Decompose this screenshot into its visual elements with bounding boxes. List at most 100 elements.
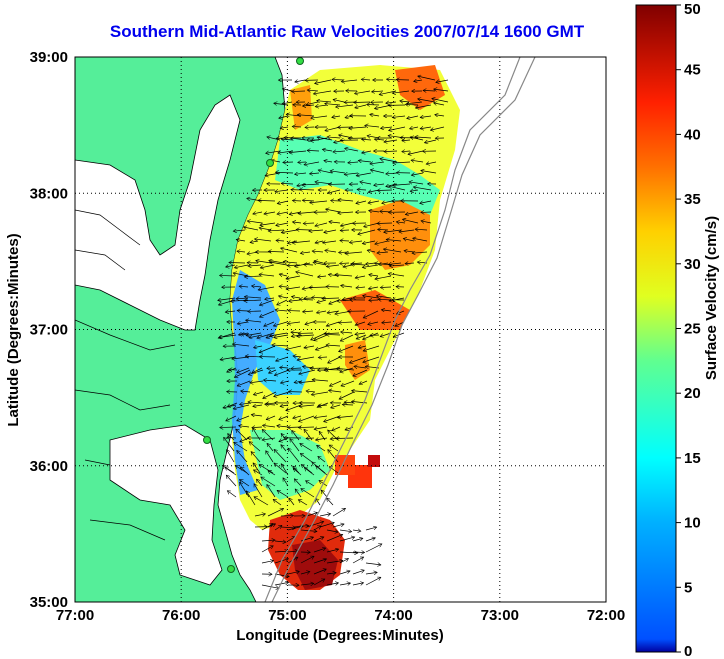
velocity-arrow <box>260 264 275 268</box>
velocity-arrow <box>246 491 256 506</box>
velocity-arrow <box>298 212 315 214</box>
velocity-arrow <box>304 161 320 165</box>
velocity-arrow <box>339 583 350 585</box>
velocity-arrow <box>292 222 302 223</box>
velocity-arrow <box>244 276 262 277</box>
velocity-arrow <box>268 369 277 373</box>
velocity-arrow <box>306 391 316 392</box>
velocity-arrow <box>226 415 237 421</box>
velocity-arrow <box>261 524 273 531</box>
velocity-arrow <box>310 201 328 203</box>
velocity-arrow <box>336 438 354 439</box>
y-axis-ticks: 35:00 36:00 37:00 38:00 39:00 <box>30 49 68 611</box>
velocity-arrow <box>402 219 419 224</box>
velocity-arrow <box>384 140 398 142</box>
velocity-arrow <box>237 380 251 386</box>
velocity-arrow <box>382 201 393 203</box>
velocity-arrow <box>219 334 237 338</box>
velocity-arrow <box>368 201 380 203</box>
velocity-arrow <box>248 265 262 266</box>
velocity-arrow <box>329 445 339 452</box>
velocity-arrow <box>328 430 339 441</box>
velocity-arrow <box>340 230 350 231</box>
y-axis-label: Latitude (Degrees:Minutes) <box>5 233 22 426</box>
velocity-arrow <box>297 356 315 360</box>
colorbar-tick-label: 0 <box>684 643 692 659</box>
velocity-arrow <box>309 287 327 288</box>
velocity-arrow <box>369 275 379 276</box>
velocity-arrow <box>386 239 402 241</box>
velocity-arrow <box>392 90 410 93</box>
velocity-arrow <box>309 173 320 174</box>
velocity-arrow <box>218 297 236 300</box>
velocity-arrow <box>288 448 300 463</box>
velocity-arrow <box>420 201 432 203</box>
velocity-arrow <box>316 311 327 313</box>
velocity-arrow <box>275 172 294 173</box>
velocity-arrow <box>384 229 402 232</box>
velocity-arrow <box>408 150 424 154</box>
velocity-arrow <box>412 252 428 253</box>
colorbar-tick-label: 10 <box>684 515 701 532</box>
velocity-arrow <box>354 366 367 368</box>
velocity-arrow <box>272 345 289 346</box>
chesapeake-bay <box>75 94 241 331</box>
velocity-arrow <box>267 137 281 141</box>
velocity-arrow <box>420 116 432 117</box>
velocity-arrow <box>273 499 282 506</box>
velocity-arrow <box>339 571 350 575</box>
velocity-arrow <box>274 551 288 552</box>
velocity-arrow <box>234 264 249 268</box>
velocity-arrow <box>277 299 288 305</box>
velocity-arrow <box>300 252 311 253</box>
velocity-arrow <box>402 140 411 141</box>
velocity-arrow <box>267 484 276 498</box>
velocity-arrow <box>301 488 315 498</box>
velocity-arrow <box>382 322 392 323</box>
velocity-arrow <box>407 115 419 118</box>
velocity-arrow <box>361 79 371 80</box>
velocity-arrow <box>312 251 324 252</box>
velocity-arrow <box>430 126 445 130</box>
velocity-arrow <box>426 162 437 164</box>
velocity-arrow <box>378 299 392 300</box>
velocity-arrow <box>345 148 359 152</box>
velocity-arrow <box>411 160 424 162</box>
velocity-arrow <box>234 369 251 377</box>
velocity-arrow <box>365 572 377 574</box>
velocity-arrow <box>265 404 276 405</box>
velocity-arrow <box>219 275 236 276</box>
x-tick-label: 73:00 <box>481 607 519 624</box>
velocity-arrow <box>418 76 436 81</box>
velocity-arrow <box>259 310 275 317</box>
velocity-arrow <box>327 311 340 313</box>
velocity-arrow <box>402 151 411 152</box>
velocity-arrow <box>328 390 342 392</box>
x-tick-label: 74:00 <box>374 607 412 624</box>
velocity-arrow <box>306 522 324 528</box>
velocity-arrow <box>274 449 287 463</box>
velocity-arrow <box>326 561 343 564</box>
velocity-arrow <box>236 429 248 441</box>
colorbar-tick-label: 50 <box>684 1 701 18</box>
velocity-arrow <box>434 89 449 91</box>
velocity-arrow <box>263 380 277 381</box>
velocity-arrow <box>302 105 315 106</box>
velocity-arrow <box>358 161 372 162</box>
velocity-arrow <box>368 322 379 324</box>
velocity-arrow <box>303 223 315 224</box>
velocity-arrow <box>406 102 423 104</box>
velocity-arrow <box>368 287 379 289</box>
velocity-arrow <box>298 499 308 506</box>
velocity-arrow <box>306 512 317 517</box>
plot-frame <box>74 56 607 603</box>
velocity-arrow <box>252 428 261 441</box>
bathymetry-contour <box>271 57 536 602</box>
velocity-arrow <box>304 429 313 441</box>
velocity-arrow <box>356 201 367 204</box>
velocity-arrow <box>365 263 376 264</box>
radar-stations <box>203 57 304 573</box>
velocity-arrow <box>410 127 419 129</box>
velocity-arrow <box>304 468 315 476</box>
velocity-arrow <box>228 434 235 441</box>
